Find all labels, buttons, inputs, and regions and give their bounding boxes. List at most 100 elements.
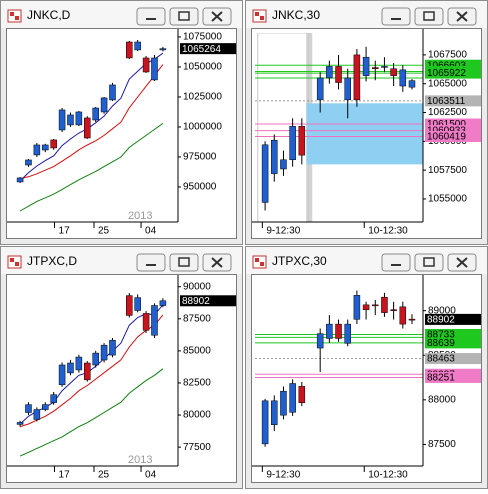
- minimize-button[interactable]: [381, 7, 411, 26]
- price-label: 1061500: [427, 119, 466, 130]
- candle-body: [372, 67, 379, 69]
- price-label: 88251: [427, 373, 455, 384]
- y-tick-label: 1075000: [183, 32, 222, 43]
- x-tick-label: 04: [145, 470, 157, 481]
- candle-body: [109, 84, 116, 101]
- window-icon-part: [255, 258, 259, 262]
- close-glyph: [211, 11, 223, 22]
- price-label-box: [425, 337, 481, 349]
- price-label-box: [425, 95, 481, 107]
- price-zone: [306, 103, 423, 165]
- window-icon-part: [10, 12, 14, 16]
- restore-button[interactable]: [169, 7, 199, 26]
- candle-body: [261, 144, 269, 203]
- window-icon: [7, 255, 22, 269]
- chart-window: JTPXC,D 77500 80000 82500 85000 87500 90000 88…: [0, 246, 243, 494]
- candle-body: [408, 318, 416, 321]
- chart-window-body: JTPXC,D 77500 80000 82500 85000 87500 90000 88…: [0, 246, 243, 489]
- candle-body: [134, 41, 141, 51]
- window-icon-part: [15, 262, 19, 266]
- candle-body: [16, 422, 24, 425]
- plot-area: [255, 33, 423, 222]
- price-label-box: [425, 131, 481, 143]
- price-label: 1065264: [182, 44, 221, 55]
- chart-window: JTPXC,30 8750088000885008900088902887338…: [245, 246, 488, 494]
- candle-body: [100, 344, 108, 361]
- y-tick-label: 87500: [428, 439, 456, 450]
- restore-button[interactable]: [169, 253, 199, 272]
- candle-body: [67, 362, 74, 374]
- window-icon-part: [260, 16, 264, 20]
- candle-body: [58, 364, 66, 386]
- candle-body: [289, 383, 296, 413]
- candle-body: [362, 56, 370, 76]
- candle-body: [280, 390, 287, 416]
- candle-body: [271, 139, 278, 174]
- title-bar: [1, 1, 242, 28]
- price-label-box: [425, 353, 481, 365]
- candle-body: [42, 144, 49, 151]
- y-tick-label: 1025000: [183, 92, 222, 103]
- chart-window-body: JNKC,D 950000 975000 1000000 1025000 1050000…: [0, 0, 243, 245]
- price-label: 88902: [182, 296, 210, 307]
- candle-body: [326, 66, 333, 79]
- candle-body: [58, 109, 66, 131]
- window-icon-part: [15, 16, 19, 20]
- candle-body: [25, 159, 32, 166]
- y-tick-label: 77500: [183, 442, 211, 453]
- candle-body: [142, 313, 150, 331]
- y-tick-label: 1055000: [428, 194, 467, 205]
- candle-body: [344, 323, 351, 344]
- candle-body: [399, 69, 407, 87]
- candle-body: [50, 139, 57, 149]
- candle-body: [84, 117, 91, 139]
- y-tick-label: 89000: [428, 305, 456, 316]
- y-tick-label: 87500: [183, 313, 211, 324]
- candle-body: [109, 339, 116, 356]
- x-tick-label: 9-12:30: [266, 226, 300, 237]
- minimize-button[interactable]: [381, 253, 411, 272]
- candle-body: [159, 300, 167, 306]
- candle-body: [408, 80, 416, 88]
- minimize-button[interactable]: [136, 253, 166, 272]
- x-tick-label: 25: [98, 226, 110, 237]
- candle-body: [335, 66, 342, 83]
- candle-body: [353, 54, 361, 101]
- candle-body: [335, 323, 342, 339]
- candle-body: [390, 68, 397, 76]
- chart-window: JNKC,D 950000 975000 1000000 1025000 1050000…: [0, 0, 243, 250]
- year-label: 2013: [128, 210, 152, 222]
- candle-body: [142, 57, 150, 73]
- candle-body: [316, 333, 324, 349]
- restore-button[interactable]: [414, 7, 444, 26]
- plot-area: [16, 293, 167, 457]
- window-icon-part: [255, 12, 259, 16]
- candle-body: [298, 386, 306, 403]
- y-tick-label: 80000: [183, 410, 211, 421]
- y-tick-label: 88000: [428, 394, 456, 405]
- x-tick-label: 25: [98, 470, 110, 481]
- y-tick-label: 1057500: [428, 165, 467, 176]
- minimize-button[interactable]: [136, 7, 166, 26]
- candle-body: [25, 404, 32, 413]
- plot-area: [255, 290, 423, 447]
- candle-body: [134, 297, 141, 311]
- y-tick-label: 90000: [183, 281, 211, 292]
- price-label: 88902: [427, 315, 455, 326]
- x-tick-label: 17: [59, 226, 71, 237]
- price-label: 1066603: [427, 60, 466, 71]
- restore-button[interactable]: [414, 253, 444, 272]
- y-tick-label: 1050000: [183, 62, 222, 73]
- x-tick-label: 9-12:30: [266, 470, 300, 481]
- moving-average-line: [19, 314, 164, 428]
- candle-body: [261, 400, 269, 445]
- year-label: 2013: [128, 454, 152, 466]
- candle-body: [33, 144, 41, 156]
- candle-body: [353, 295, 361, 320]
- moving-average-line: [19, 64, 164, 180]
- y-tick-label: 82500: [183, 378, 211, 389]
- price-label-box: [425, 328, 481, 340]
- chart-window-body: JTPXC,30 8750088000885008900088902887338…: [245, 246, 488, 489]
- restore-glyph: [423, 11, 435, 21]
- candle-body: [271, 400, 278, 425]
